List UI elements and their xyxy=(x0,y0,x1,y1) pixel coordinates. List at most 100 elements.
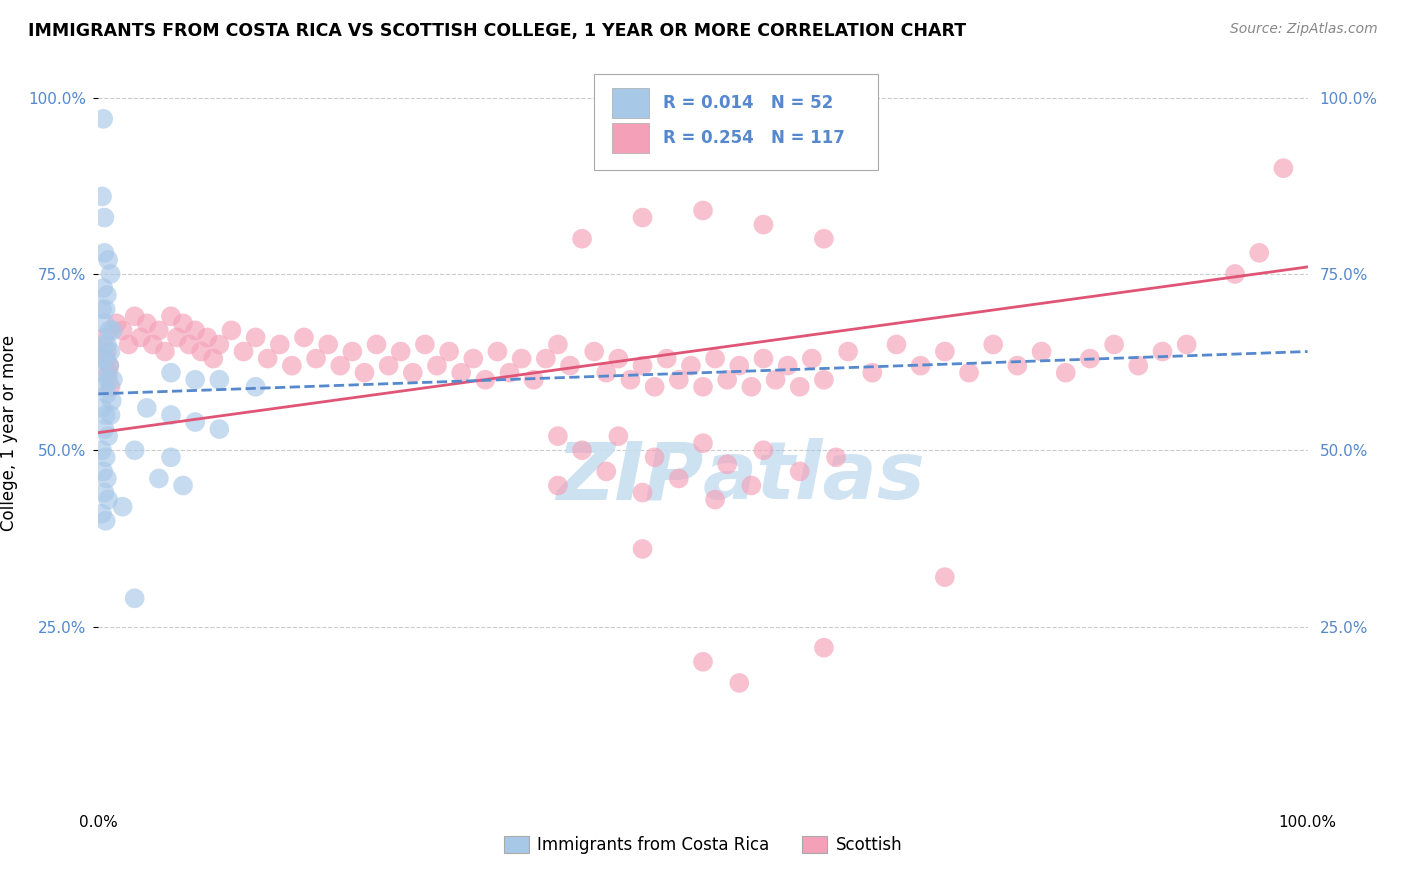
Point xyxy=(631,359,654,373)
Point xyxy=(97,492,120,507)
Point xyxy=(813,232,835,246)
Point xyxy=(934,344,956,359)
Point xyxy=(752,351,775,366)
Point xyxy=(1102,337,1125,351)
Point xyxy=(366,337,388,351)
Point xyxy=(463,351,485,366)
Point xyxy=(232,344,254,359)
Text: Source: ZipAtlas.com: Source: ZipAtlas.com xyxy=(1230,22,1378,37)
Text: R = 0.254   N = 117: R = 0.254 N = 117 xyxy=(664,129,845,147)
Point xyxy=(728,676,751,690)
Point xyxy=(740,478,762,492)
Point xyxy=(789,380,811,394)
Point xyxy=(148,323,170,337)
Point xyxy=(93,366,115,380)
Point xyxy=(142,337,165,351)
Point xyxy=(101,323,124,337)
Point xyxy=(957,366,980,380)
Point xyxy=(692,380,714,394)
Point xyxy=(534,351,557,366)
Point xyxy=(692,655,714,669)
Point xyxy=(692,436,714,450)
Point xyxy=(202,351,225,366)
Point xyxy=(245,330,267,344)
Point xyxy=(94,351,117,366)
Point xyxy=(934,570,956,584)
Point xyxy=(135,316,157,330)
Point xyxy=(668,471,690,485)
Point xyxy=(1078,351,1101,366)
Legend: Immigrants from Costa Rica, Scottish: Immigrants from Costa Rica, Scottish xyxy=(496,830,910,861)
Point xyxy=(101,373,124,387)
Point xyxy=(94,302,117,317)
Point xyxy=(776,359,799,373)
Point xyxy=(413,337,436,351)
Point xyxy=(172,478,194,492)
Point xyxy=(1031,344,1053,359)
Point xyxy=(98,359,121,373)
Point xyxy=(692,203,714,218)
Point xyxy=(91,507,114,521)
Point xyxy=(184,323,207,337)
Point xyxy=(153,344,176,359)
Point xyxy=(179,337,201,351)
Point xyxy=(94,450,117,465)
Point xyxy=(292,330,315,344)
Point xyxy=(752,443,775,458)
Point xyxy=(547,478,569,492)
Point xyxy=(184,415,207,429)
Point xyxy=(98,359,121,373)
Point xyxy=(679,359,702,373)
Point xyxy=(740,380,762,394)
Point xyxy=(704,492,727,507)
Point xyxy=(100,267,122,281)
Point xyxy=(728,359,751,373)
Point xyxy=(1249,245,1271,260)
Point xyxy=(1223,267,1246,281)
Point xyxy=(1054,366,1077,380)
Point xyxy=(655,351,678,366)
Point xyxy=(93,211,115,225)
Point xyxy=(837,344,859,359)
Point xyxy=(668,373,690,387)
Point xyxy=(148,471,170,485)
Point xyxy=(595,464,617,478)
Point xyxy=(100,393,122,408)
Point xyxy=(571,232,593,246)
Point xyxy=(190,344,212,359)
Point xyxy=(644,450,666,465)
Point xyxy=(91,281,114,295)
Point xyxy=(1128,359,1150,373)
Point xyxy=(607,351,630,366)
Point xyxy=(91,464,114,478)
Point xyxy=(607,429,630,443)
FancyBboxPatch shape xyxy=(613,88,648,118)
Point xyxy=(704,351,727,366)
Point xyxy=(631,211,654,225)
Point xyxy=(91,302,114,317)
Point xyxy=(716,458,738,472)
Point xyxy=(886,337,908,351)
Point xyxy=(160,310,183,324)
Point xyxy=(437,344,460,359)
Point xyxy=(377,359,399,373)
Point xyxy=(124,443,146,458)
Point xyxy=(96,288,118,302)
Point xyxy=(129,330,152,344)
Point xyxy=(94,408,117,422)
Point xyxy=(93,330,115,344)
Point xyxy=(825,450,848,465)
Point xyxy=(498,366,520,380)
Point xyxy=(813,640,835,655)
Point xyxy=(91,351,114,366)
Point xyxy=(160,450,183,465)
Point xyxy=(124,591,146,606)
Point xyxy=(1152,344,1174,359)
Point xyxy=(93,316,115,330)
Text: atlas: atlas xyxy=(703,438,925,516)
Text: R = 0.014   N = 52: R = 0.014 N = 52 xyxy=(664,95,834,112)
Point xyxy=(195,330,218,344)
Point xyxy=(547,337,569,351)
Point xyxy=(789,464,811,478)
Point xyxy=(105,316,128,330)
